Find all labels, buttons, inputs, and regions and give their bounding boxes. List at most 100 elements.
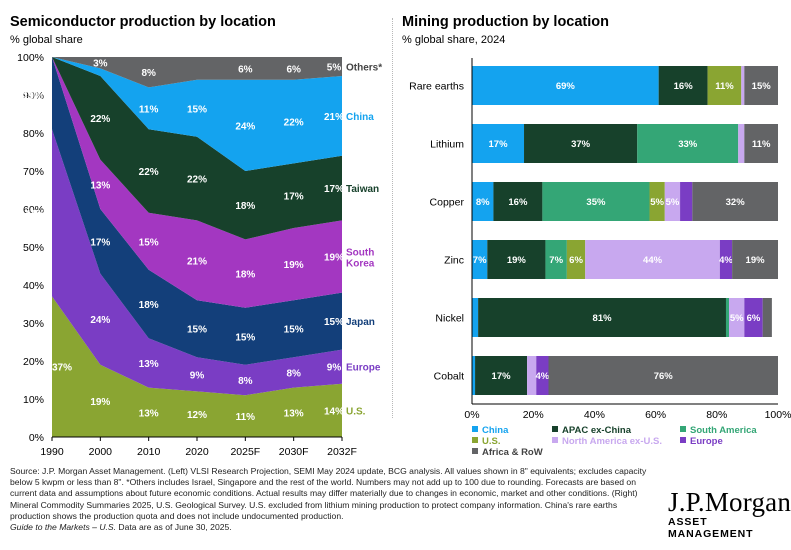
data-label: 8% <box>238 376 253 387</box>
data-label: 35% <box>586 197 606 208</box>
y-tick-label: 40% <box>23 280 44 292</box>
legend-swatch <box>680 426 686 432</box>
data-label: 19% <box>284 260 304 271</box>
x-tick-label: 1990 <box>40 446 64 458</box>
data-label: 16% <box>508 197 528 208</box>
data-label: 19% <box>23 91 43 102</box>
y-tick-label: 70% <box>23 166 44 178</box>
bar-segment-europe <box>536 356 549 395</box>
data-label: 15% <box>324 317 344 328</box>
category-label: Zinc <box>444 255 464 267</box>
bar-segment-us <box>649 182 665 221</box>
x-tick-label: 2032F <box>327 446 357 458</box>
data-label: 32% <box>726 197 746 208</box>
data-label: 21% <box>324 112 344 123</box>
x-tick-label: 80% <box>706 409 727 421</box>
footnote-text: Source: J.P. Morgan Asset Management. (L… <box>10 466 647 521</box>
footnote-guide: Guide to the Markets – U.S. <box>10 522 117 533</box>
data-label: 22% <box>284 118 304 129</box>
bar-segment-africa-row <box>548 356 778 395</box>
bar-segment-africa-row <box>692 182 778 221</box>
data-label: 12% <box>187 410 207 421</box>
bar-segment-south-america <box>542 182 650 221</box>
category-label: Copper <box>430 197 465 209</box>
y-tick-label: 20% <box>23 356 44 368</box>
bar-segment-europe <box>744 298 763 337</box>
data-label: 11% <box>752 139 771 150</box>
footnote: Source: J.P. Morgan Asset Management. (L… <box>10 466 650 533</box>
x-tick-label: 2030F <box>279 446 309 458</box>
x-tick-label: 100% <box>765 409 791 421</box>
legend-swatch <box>472 437 478 443</box>
data-label: 81% <box>593 313 613 324</box>
data-label: 33% <box>678 139 698 150</box>
data-label: 6% <box>569 255 583 266</box>
category-label: Rare earths <box>409 81 464 93</box>
data-label: 8% <box>286 368 301 379</box>
y-tick-label: 90% <box>23 90 44 102</box>
legend-item-europe: Europe <box>680 436 723 447</box>
data-label: 17% <box>90 237 110 248</box>
data-label: 15% <box>187 104 207 115</box>
data-label: 19% <box>507 255 527 266</box>
legend-swatch <box>680 437 686 443</box>
data-label: 18% <box>235 270 255 281</box>
data-label: 17% <box>492 371 512 382</box>
series-end-label-europe: Europe <box>346 363 381 374</box>
legend-label: APAC ex-China <box>562 425 631 436</box>
data-label: 11% <box>236 412 256 423</box>
data-label: 6% <box>747 313 761 324</box>
right-chart-subtitle: % global share, 2024 <box>402 34 506 46</box>
x-tick-label: 20% <box>523 409 544 421</box>
x-tick-label: 2010 <box>137 446 161 458</box>
data-label: 13% <box>139 408 159 419</box>
data-label: 6% <box>238 64 253 75</box>
y-tick-label: 100% <box>17 52 44 64</box>
legend-label: South America <box>690 425 757 436</box>
data-label: 44% <box>25 209 45 220</box>
data-label: 8% <box>141 68 156 79</box>
bar-segment-china <box>472 240 488 279</box>
legend-label: Europe <box>690 436 723 447</box>
x-tick-label: 2025F <box>230 446 260 458</box>
y-tick-label: 0% <box>29 432 44 444</box>
data-label: 19% <box>746 255 766 266</box>
right-chart-title: Mining production by location <box>402 14 610 30</box>
bar-segment-north-america-ex-us <box>527 356 537 395</box>
data-label: 7% <box>549 255 563 266</box>
series-end-label-japan: Japan <box>346 317 375 328</box>
data-label: 19% <box>90 397 110 408</box>
x-tick-label: 2000 <box>89 446 113 458</box>
legend-item-africa-row: Africa & RoW <box>472 447 543 458</box>
bar-segment-north-america-ex-us <box>741 66 745 105</box>
legend-swatch <box>552 426 558 432</box>
series-end-label-others: Others* <box>346 63 382 74</box>
legend-swatch <box>472 448 478 454</box>
legend-item-us: U.S. <box>472 436 500 447</box>
area-others <box>52 57 342 88</box>
y-tick-label: 30% <box>23 318 44 330</box>
legend-label: U.S. <box>482 436 501 447</box>
series-end-label-china: China <box>346 112 374 123</box>
legend-item-south-america: South America <box>680 425 757 436</box>
y-tick-label: 10% <box>23 394 44 406</box>
data-label: 11% <box>139 104 159 115</box>
data-label: 15% <box>139 237 159 248</box>
data-label: 76% <box>654 371 674 382</box>
legend-label: China <box>482 425 509 436</box>
bar-segment-china <box>472 298 479 337</box>
bar-segment-africa-row <box>762 298 772 337</box>
legend-label: Africa & RoW <box>482 447 543 458</box>
bar-segment-apac-ex-china <box>475 356 528 395</box>
area-japan <box>52 57 342 365</box>
data-label: 13% <box>284 408 304 419</box>
bar-segment-china <box>472 182 494 221</box>
data-label: 37% <box>571 139 591 150</box>
series-end-label-south-korea: South Korea <box>346 248 375 270</box>
data-label: 22% <box>139 167 159 178</box>
logo-name: J.P.Morgan <box>668 487 791 517</box>
data-label: 13% <box>90 180 110 191</box>
data-label: 8% <box>476 197 490 208</box>
data-label: 18% <box>139 300 159 311</box>
legend-label: North America ex-U.S. <box>562 436 662 447</box>
